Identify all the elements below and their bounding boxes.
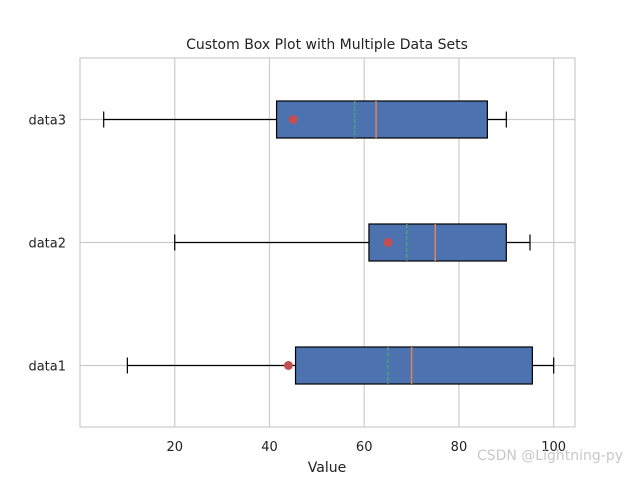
y-tick-labels: data1 data2 data3 [28,114,66,375]
chart-title: Custom Box Plot with Multiple Data Sets [186,37,468,53]
point-marker [283,361,293,370]
box-iqr [275,100,488,139]
y-tick-label: data3 [28,114,66,129]
x-tick-label: 80 [451,440,468,455]
x-tick-labels: 20 40 60 80 100 [166,440,566,455]
box-iqr [294,346,533,385]
boxes [103,100,555,385]
x-axis-label: Value [308,460,346,476]
x-tick-label: 100 [541,440,566,455]
point-marker [383,238,393,247]
box-data1 [126,346,555,385]
y-tick-label: data1 [28,360,66,375]
point-marker [288,115,298,124]
x-tick-label: 40 [261,440,278,455]
watermark: CSDN @Lightning-py [476,448,623,464]
x-tick-label: 60 [356,440,373,455]
box-data2 [174,223,531,262]
x-tick-label: 20 [166,440,183,455]
y-tick-label: data2 [28,237,66,252]
box-data3 [103,100,507,139]
